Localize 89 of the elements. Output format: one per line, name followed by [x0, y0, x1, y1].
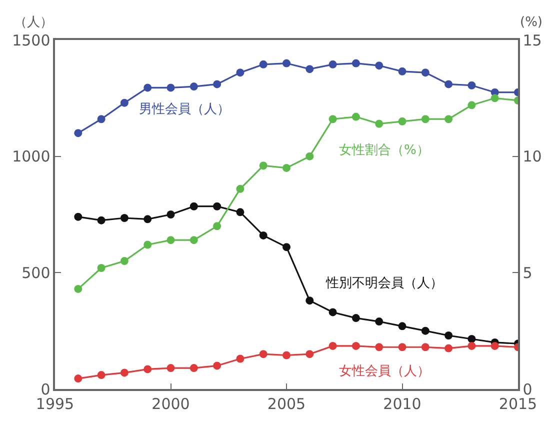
y-tick-label: 1000 [12, 148, 50, 166]
point [166, 210, 175, 218]
point [190, 236, 198, 244]
point [352, 59, 360, 68]
point [352, 314, 360, 322]
point [144, 365, 152, 374]
point [352, 342, 360, 350]
point [236, 68, 244, 77]
point [190, 202, 198, 210]
point [120, 368, 128, 377]
point [398, 343, 406, 352]
point [282, 59, 290, 68]
point [213, 80, 222, 88]
point [259, 231, 268, 240]
point [398, 67, 406, 76]
y-tick-label: 1500 [12, 31, 50, 50]
y2-tick-label: 10 [522, 148, 542, 166]
point [444, 115, 453, 124]
point [74, 129, 82, 138]
series-label: 男性会員（人） [139, 102, 230, 117]
point [236, 184, 244, 193]
y2-tick-label: 15 [522, 31, 542, 50]
point [490, 342, 499, 350]
point [375, 343, 384, 352]
point [468, 342, 476, 350]
point [468, 334, 476, 343]
point [259, 162, 268, 170]
point [328, 308, 337, 316]
point [375, 318, 384, 326]
point [144, 84, 152, 92]
point [259, 60, 268, 68]
point [190, 364, 198, 372]
point [328, 342, 337, 350]
point [375, 62, 384, 70]
point [306, 152, 314, 160]
point [120, 257, 128, 266]
y-axis-title: （人） [14, 15, 53, 30]
point [166, 84, 175, 92]
series-label: 女性割合（%） [339, 143, 430, 158]
point [444, 344, 453, 352]
point [213, 222, 222, 230]
point [144, 215, 152, 224]
point [306, 350, 314, 358]
point [398, 322, 406, 330]
point [282, 243, 290, 252]
point [421, 343, 430, 352]
point [190, 82, 198, 91]
point [97, 264, 106, 272]
point [74, 284, 82, 293]
point [328, 115, 337, 124]
point [213, 362, 222, 370]
point [398, 117, 406, 126]
y2-axis-title: (%) [520, 15, 542, 30]
point [306, 296, 314, 305]
point [352, 112, 360, 121]
point [282, 351, 290, 360]
point [144, 240, 152, 249]
point [166, 364, 175, 372]
point [213, 202, 222, 210]
series-label: 女性会員（人） [339, 364, 430, 379]
point [97, 115, 106, 124]
point [259, 350, 268, 358]
point [490, 94, 499, 102]
y-tick-label: 500 [22, 264, 50, 282]
point [120, 98, 128, 107]
x-tick-label: 2005 [267, 394, 306, 413]
point [444, 80, 453, 88]
point [74, 212, 82, 221]
x-tick-label: 2000 [152, 394, 190, 413]
point [120, 214, 128, 222]
point [97, 371, 106, 380]
point [468, 81, 476, 90]
y2-tick-label: 5 [522, 264, 532, 282]
point [444, 331, 453, 340]
point [74, 374, 82, 383]
point [421, 68, 430, 77]
point [375, 120, 384, 128]
point [97, 216, 106, 224]
point [328, 60, 337, 68]
point [306, 65, 314, 74]
point [468, 101, 476, 110]
point [236, 354, 244, 363]
x-tick-label: 2010 [383, 394, 422, 413]
series-label: 性別不明会員（人） [325, 276, 443, 291]
point [421, 326, 430, 335]
point [421, 115, 430, 124]
point [236, 208, 244, 216]
point [282, 164, 290, 172]
point [166, 236, 175, 244]
